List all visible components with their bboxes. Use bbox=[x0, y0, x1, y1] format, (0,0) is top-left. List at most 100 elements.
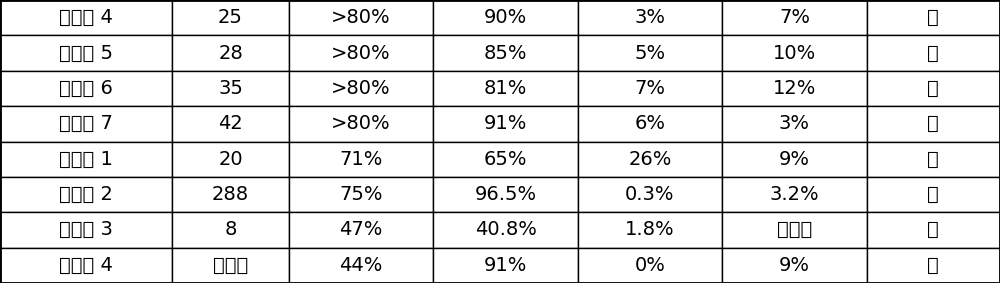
Bar bbox=[578, 0, 722, 35]
Bar bbox=[722, 0, 867, 35]
Bar bbox=[722, 212, 867, 248]
Text: 10%: 10% bbox=[773, 44, 816, 63]
Bar bbox=[172, 35, 289, 71]
Bar bbox=[433, 35, 578, 71]
Bar bbox=[433, 0, 578, 35]
Bar bbox=[433, 248, 578, 283]
Text: 85%: 85% bbox=[484, 44, 527, 63]
Bar bbox=[0, 35, 172, 71]
Text: 未说明: 未说明 bbox=[213, 256, 248, 275]
Bar bbox=[289, 248, 433, 283]
Text: >80%: >80% bbox=[331, 114, 391, 133]
Text: 9%: 9% bbox=[779, 150, 810, 169]
Bar bbox=[289, 212, 433, 248]
Text: 8: 8 bbox=[224, 220, 237, 239]
Bar bbox=[578, 212, 722, 248]
Text: 实施例 7: 实施例 7 bbox=[59, 114, 113, 133]
Text: 否: 否 bbox=[927, 220, 939, 239]
Bar bbox=[867, 177, 1000, 212]
Bar bbox=[722, 248, 867, 283]
Bar bbox=[578, 106, 722, 142]
Text: 28: 28 bbox=[218, 44, 243, 63]
Text: 9%: 9% bbox=[779, 256, 810, 275]
Bar bbox=[289, 0, 433, 35]
Bar bbox=[578, 177, 722, 212]
Text: 5%: 5% bbox=[634, 44, 666, 63]
Text: 对比例 3: 对比例 3 bbox=[59, 220, 113, 239]
Text: 对比例 1: 对比例 1 bbox=[59, 150, 113, 169]
Bar bbox=[578, 35, 722, 71]
Text: 3.2%: 3.2% bbox=[770, 185, 819, 204]
Text: 实施例 6: 实施例 6 bbox=[59, 79, 113, 98]
Bar bbox=[289, 35, 433, 71]
Text: 40.8%: 40.8% bbox=[475, 220, 536, 239]
Text: 7%: 7% bbox=[635, 79, 666, 98]
Text: 90%: 90% bbox=[484, 8, 527, 27]
Text: 6%: 6% bbox=[635, 114, 666, 133]
Text: 1.8%: 1.8% bbox=[625, 220, 675, 239]
Text: 实施例 5: 实施例 5 bbox=[59, 44, 113, 63]
Text: 12%: 12% bbox=[773, 79, 816, 98]
Bar bbox=[172, 177, 289, 212]
Text: 71%: 71% bbox=[339, 150, 383, 169]
Bar bbox=[0, 142, 172, 177]
Bar bbox=[172, 212, 289, 248]
Bar bbox=[722, 177, 867, 212]
Text: 35: 35 bbox=[218, 79, 243, 98]
Text: 65%: 65% bbox=[484, 150, 527, 169]
Bar bbox=[172, 248, 289, 283]
Text: 实施例 4: 实施例 4 bbox=[59, 8, 113, 27]
Bar bbox=[433, 212, 578, 248]
Text: >80%: >80% bbox=[331, 79, 391, 98]
Bar bbox=[867, 0, 1000, 35]
Text: 96.5%: 96.5% bbox=[474, 185, 537, 204]
Text: 44%: 44% bbox=[339, 256, 383, 275]
Bar bbox=[578, 142, 722, 177]
Bar bbox=[867, 142, 1000, 177]
Text: 否: 否 bbox=[927, 8, 939, 27]
Text: 3%: 3% bbox=[779, 114, 810, 133]
Bar bbox=[172, 142, 289, 177]
Bar bbox=[0, 106, 172, 142]
Bar bbox=[722, 71, 867, 106]
Bar bbox=[172, 0, 289, 35]
Text: 是: 是 bbox=[927, 185, 939, 204]
Bar bbox=[172, 106, 289, 142]
Text: 47%: 47% bbox=[339, 220, 383, 239]
Text: 81%: 81% bbox=[484, 79, 527, 98]
Text: 否: 否 bbox=[927, 44, 939, 63]
Text: 26%: 26% bbox=[628, 150, 672, 169]
Bar bbox=[0, 248, 172, 283]
Text: 91%: 91% bbox=[484, 256, 527, 275]
Text: 3%: 3% bbox=[635, 8, 666, 27]
Text: 否: 否 bbox=[927, 150, 939, 169]
Text: 未说明: 未说明 bbox=[777, 220, 812, 239]
Text: 91%: 91% bbox=[484, 114, 527, 133]
Bar bbox=[867, 35, 1000, 71]
Bar bbox=[867, 212, 1000, 248]
Text: 否: 否 bbox=[927, 114, 939, 133]
Bar bbox=[722, 35, 867, 71]
Bar bbox=[433, 177, 578, 212]
Bar bbox=[433, 71, 578, 106]
Bar bbox=[578, 71, 722, 106]
Bar bbox=[172, 71, 289, 106]
Text: 288: 288 bbox=[212, 185, 249, 204]
Bar bbox=[433, 106, 578, 142]
Bar bbox=[0, 212, 172, 248]
Text: 42: 42 bbox=[218, 114, 243, 133]
Bar bbox=[578, 248, 722, 283]
Text: 0%: 0% bbox=[635, 256, 665, 275]
Text: 20: 20 bbox=[218, 150, 243, 169]
Text: 0.3%: 0.3% bbox=[625, 185, 675, 204]
Bar bbox=[867, 71, 1000, 106]
Bar bbox=[0, 71, 172, 106]
Bar bbox=[433, 142, 578, 177]
Bar bbox=[722, 142, 867, 177]
Text: >80%: >80% bbox=[331, 44, 391, 63]
Text: 是: 是 bbox=[927, 256, 939, 275]
Bar bbox=[0, 0, 172, 35]
Text: 对比例 4: 对比例 4 bbox=[59, 256, 113, 275]
Bar bbox=[289, 142, 433, 177]
Text: 25: 25 bbox=[218, 8, 243, 27]
